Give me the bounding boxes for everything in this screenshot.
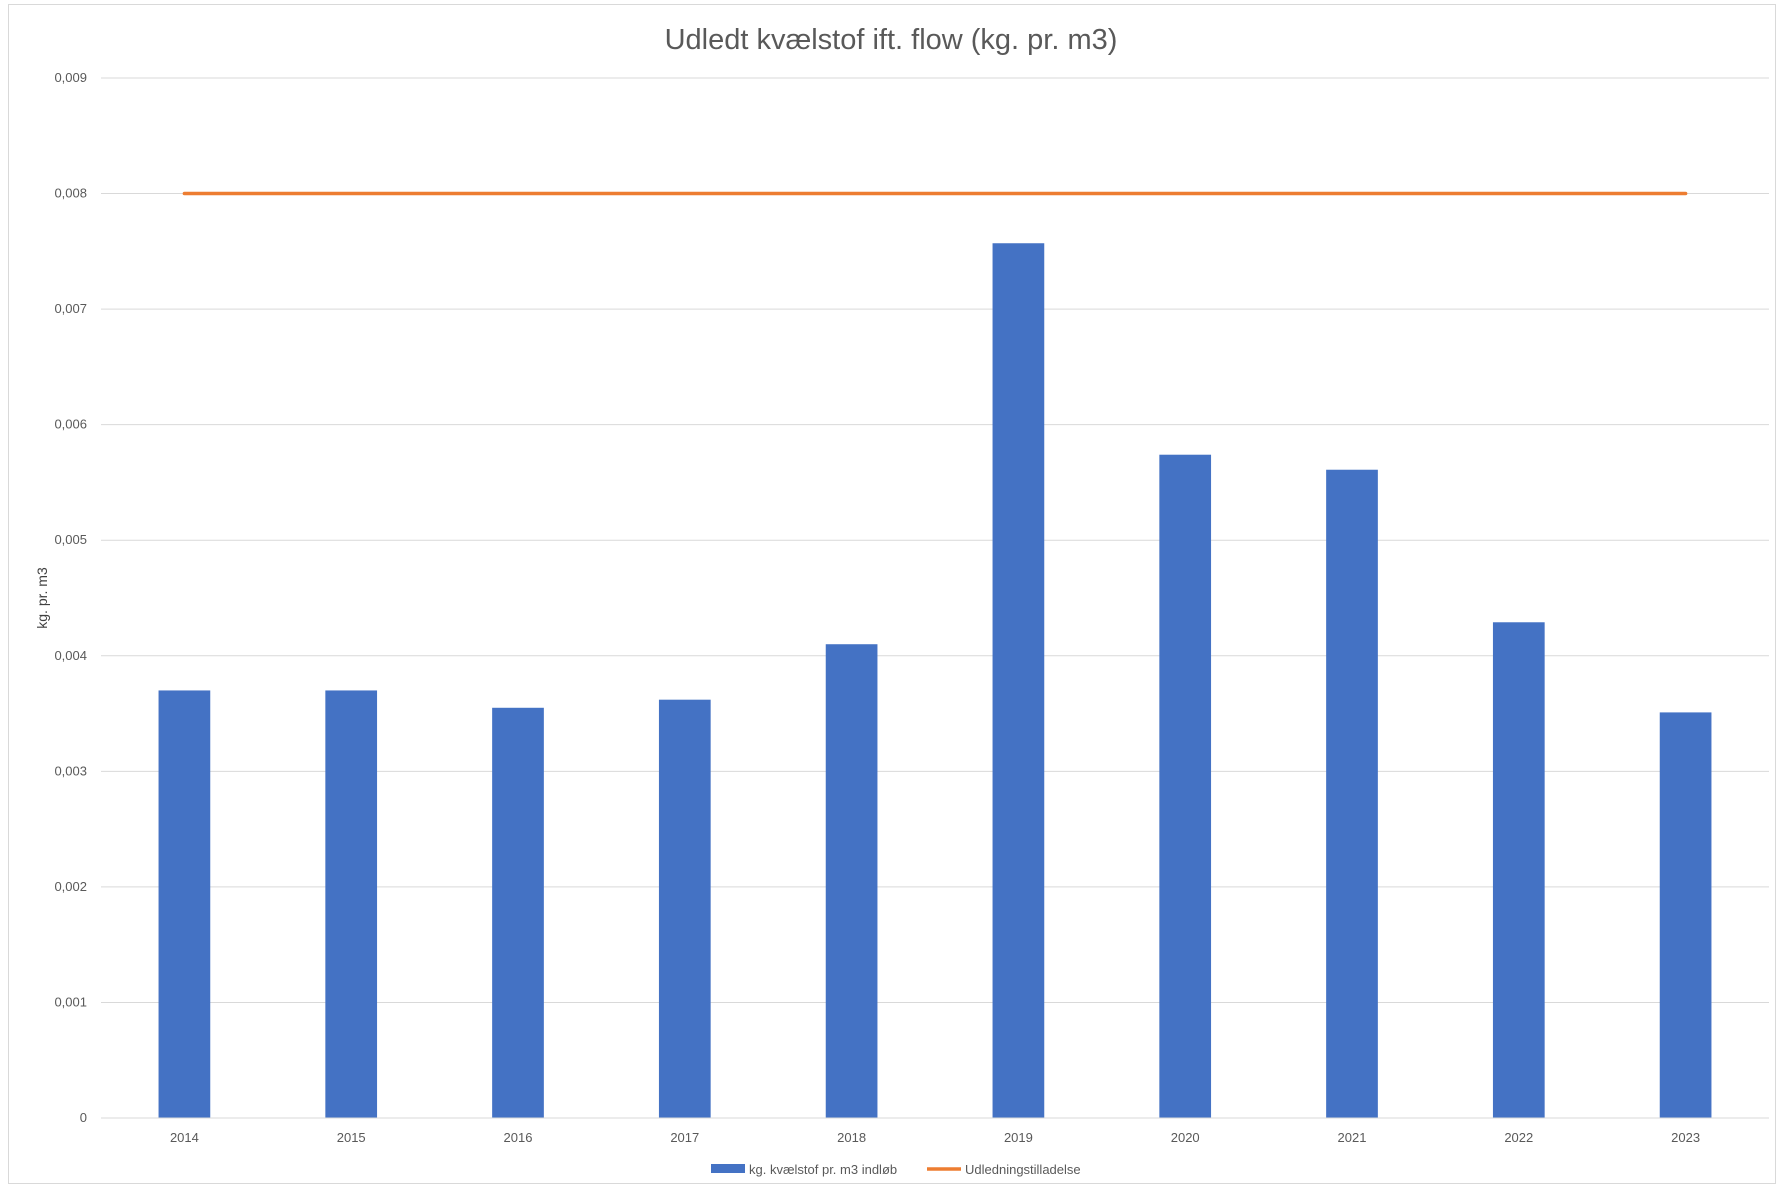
chart-canvas: Udledt kvælstof ift. flow (kg. pr. m3) 0… — [34, 24, 1769, 1177]
x-tick-label: 2020 — [1171, 1130, 1200, 1145]
y-axis-ticks: 0 0,001 0,002 0,003 0,004 0,005 0,006 0,007 0,00… — [54, 70, 87, 1125]
chart-frame: Udledt kvælstof ift. flow (kg. pr. m3) 0… — [8, 4, 1776, 1184]
bar-2022 — [1492, 622, 1545, 1118]
bar-series — [158, 243, 1712, 1118]
y-tick-label: 0,003 — [54, 763, 87, 778]
bar-2015 — [325, 690, 378, 1118]
y-tick-label: 0,007 — [54, 301, 87, 316]
legend-label-line: Udledningstilladelse — [965, 1162, 1081, 1177]
legend-swatch-bar — [711, 1164, 745, 1173]
x-tick-label: 2017 — [670, 1130, 699, 1145]
x-tick-label: 2023 — [1671, 1130, 1700, 1145]
y-tick-label: 0,006 — [54, 417, 87, 432]
bar-2020 — [1159, 454, 1212, 1118]
legend-label-bar: kg. kvælstof pr. m3 indløb — [749, 1162, 897, 1177]
y-tick-label: 0,005 — [54, 532, 87, 547]
bar-2016 — [492, 707, 544, 1118]
y-tick-label: 0 — [80, 1110, 87, 1125]
y-tick-label: 0,009 — [54, 70, 87, 85]
legend: kg. kvælstof pr. m3 indløb Udledningstill… — [711, 1162, 1081, 1177]
y-tick-label: 0,004 — [54, 648, 87, 663]
chart-title: Udledt kvælstof ift. flow (kg. pr. m3) — [665, 24, 1118, 56]
bar-2018 — [825, 644, 878, 1118]
bar-2017 — [658, 699, 711, 1118]
y-tick-label: 0,008 — [54, 186, 87, 201]
x-tick-label: 2018 — [837, 1130, 866, 1145]
bar-2023 — [1659, 712, 1712, 1118]
bar-2019 — [992, 243, 1045, 1118]
x-tick-label: 2015 — [337, 1130, 366, 1145]
y-axis-label: kg. pr. m3 — [34, 567, 50, 629]
bar-2021 — [1326, 469, 1378, 1118]
x-axis-ticks: 2014 2015 2016 2017 2018 2019 2020 2021 2022 2023 — [101, 1117, 1769, 1145]
x-tick-label: 2022 — [1504, 1130, 1533, 1145]
bar-2014 — [158, 690, 211, 1118]
x-tick-label: 2019 — [1004, 1130, 1033, 1145]
x-tick-label: 2014 — [170, 1130, 199, 1145]
x-tick-label: 2021 — [1338, 1130, 1367, 1145]
y-tick-label: 0,002 — [54, 879, 87, 894]
y-tick-label: 0,001 — [54, 994, 87, 1009]
x-tick-label: 2016 — [504, 1130, 533, 1145]
